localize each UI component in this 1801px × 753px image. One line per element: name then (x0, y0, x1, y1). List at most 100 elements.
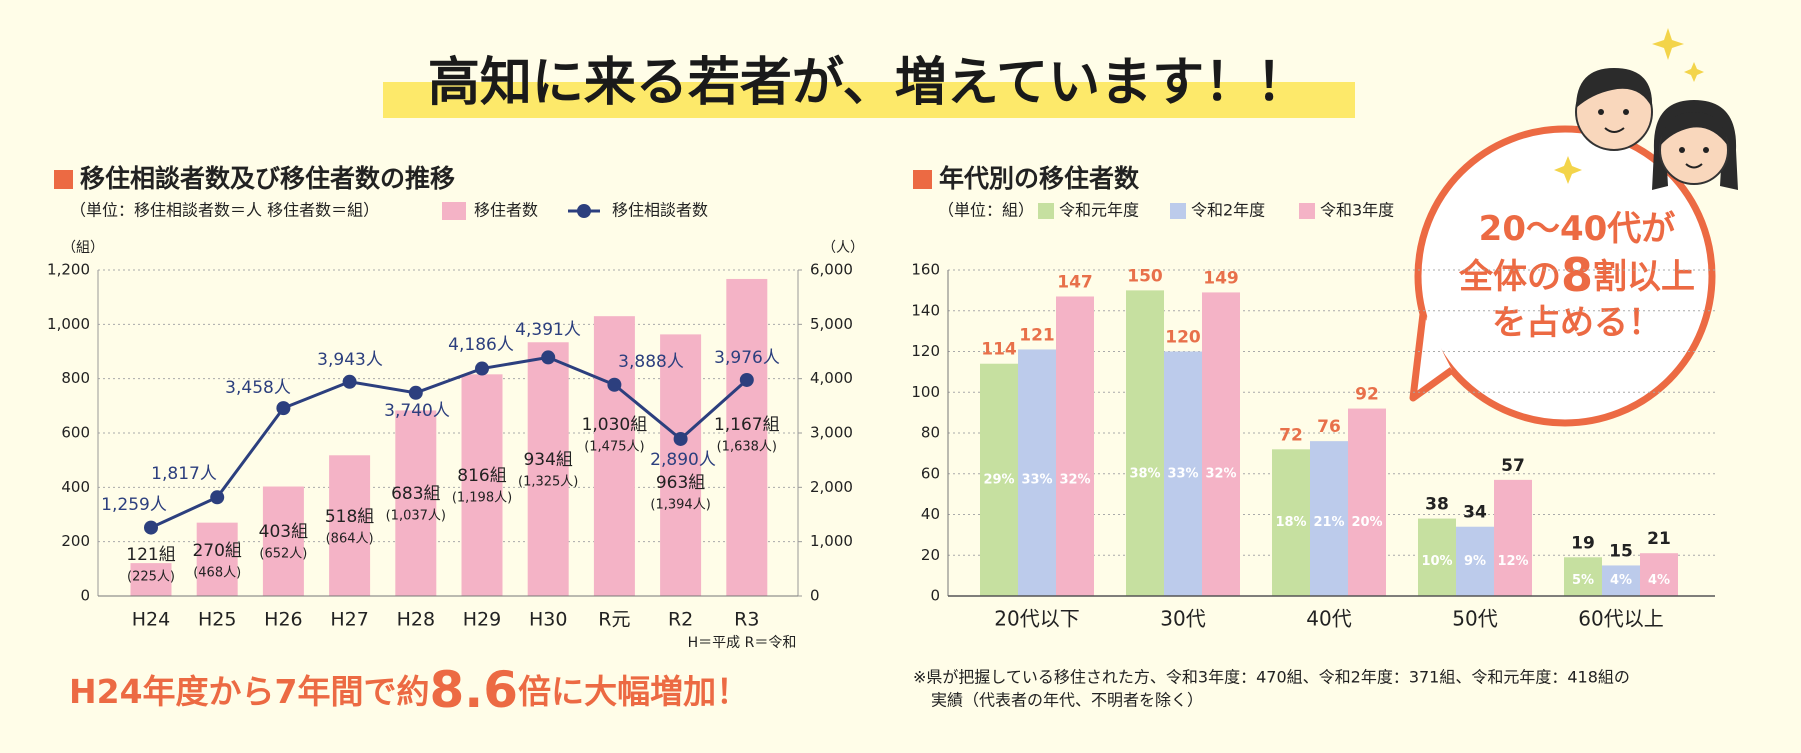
legend-swatch (1299, 203, 1315, 219)
bar-sub-label: (1,394人) (650, 498, 710, 513)
bar (527, 342, 569, 596)
callout-part: を占める！ (1492, 303, 1662, 343)
bar-value-label: 21 (1647, 529, 1671, 549)
line-marker (210, 490, 225, 505)
bar-value-label: 121組 (126, 545, 175, 565)
bar-value-label: 34 (1463, 503, 1487, 523)
chart-title: 移住相談者数及び移住者数の推移 (80, 164, 455, 193)
y-tick-label: 80 (921, 424, 940, 442)
bar-value-label: 934組 (523, 450, 572, 470)
legend-swatch (442, 202, 466, 220)
bar-value-label: 816組 (457, 466, 506, 486)
line-marker (739, 372, 754, 387)
x-tick-label: H27 (330, 609, 368, 631)
legend-label: 令和元年度 (1059, 201, 1139, 220)
x-tick-label: H28 (397, 609, 435, 631)
bar (395, 410, 437, 596)
bar-value-label: 403組 (259, 522, 308, 542)
x-tick-label: 40代 (1306, 607, 1351, 631)
line-value-label: 4,186人 (448, 335, 514, 355)
y-tick-label: 160 (911, 261, 940, 279)
line-value-label: 1,259人 (101, 495, 167, 515)
callout-text: 20〜40代が (1479, 209, 1676, 249)
bar-value-label: 270組 (192, 541, 241, 561)
line-value-label: 1,817人 (151, 464, 217, 484)
bar (1640, 553, 1678, 596)
line-marker (342, 374, 357, 389)
x-tick-label: H26 (264, 609, 302, 631)
section-marker (54, 170, 73, 189)
bar (262, 486, 304, 596)
bar-value-label: 92 (1355, 385, 1379, 405)
bar-value-label: 963組 (656, 473, 705, 493)
title-highlight (383, 82, 1355, 118)
legend-label: 令和3年度 (1320, 201, 1394, 220)
section-marker (913, 170, 932, 189)
callout-part: 8 (1561, 248, 1593, 302)
bar (593, 316, 635, 596)
headline-part: 8.6 (430, 661, 519, 719)
bar (1202, 292, 1240, 596)
share-label: 32% (1059, 472, 1090, 487)
line-marker (475, 361, 489, 376)
bar (660, 334, 702, 596)
bar-value-label: 1,167組 (714, 415, 780, 435)
bar-value-label: 114 (981, 340, 1017, 360)
share-label: 4% (1648, 573, 1670, 588)
y-tick-label: 600 (61, 424, 90, 442)
line-value-label: 3,976人 (714, 348, 780, 368)
x-tick-label: H29 (463, 609, 501, 631)
bar (329, 455, 371, 596)
axis-note: H＝平成 R＝令和 (688, 635, 797, 651)
y-axis-label: （組） (62, 240, 104, 256)
share-label: 32% (1205, 466, 1236, 481)
y-tick-label: 60 (921, 464, 940, 482)
bar (196, 522, 238, 596)
bar-value-label: 121 (1019, 325, 1055, 345)
bar-value-label: 683組 (391, 484, 440, 504)
share-label: 5% (1572, 573, 1594, 588)
chart-subtitle: （単位：組） (938, 201, 1034, 220)
bar-value-label: 150 (1127, 266, 1163, 286)
bar (1418, 518, 1456, 596)
share-label: 18% (1275, 515, 1306, 530)
bar-sub-label: (1,198人) (452, 491, 512, 506)
line-value-label: 3,458人 (225, 378, 291, 398)
bar (1126, 290, 1164, 596)
girl-illustration (1652, 100, 1738, 190)
line-value-label: 3,888人 (618, 352, 684, 372)
line-series (150, 355, 748, 529)
y2-tick-label: 4,000 (810, 369, 853, 387)
bar-value-label: 76 (1317, 417, 1341, 437)
x-tick-label: H24 (132, 609, 170, 631)
legend-marker (577, 204, 591, 218)
bar-sub-label: (1,475人) (584, 440, 644, 455)
bar (1164, 351, 1202, 596)
y-tick-label: 0 (80, 587, 90, 605)
bar (1602, 565, 1640, 596)
x-tick-label: 50代 (1452, 607, 1497, 631)
y2-tick-label: 1,000 (810, 532, 853, 550)
x-tick-label: R2 (668, 609, 693, 631)
x-tick-label: R元 (598, 609, 630, 631)
bar (726, 278, 768, 596)
line-value-label: 3,943人 (317, 350, 383, 370)
bar-value-label: 120 (1165, 328, 1201, 348)
bar (1348, 408, 1386, 596)
share-label: 10% (1421, 554, 1452, 569)
y-tick-label: 120 (911, 342, 940, 360)
page-title: 高知に来る若者が、増えています！！ (428, 53, 1308, 113)
bar-value-label: 72 (1279, 425, 1303, 445)
y-tick-label: 0 (930, 587, 940, 605)
share-label: 33% (1167, 466, 1198, 481)
bar-value-label: 38 (1425, 495, 1449, 515)
line-marker (607, 377, 622, 392)
boy-illustration (1575, 68, 1653, 151)
x-tick-label: 60代以上 (1578, 607, 1663, 631)
bar (1056, 296, 1094, 596)
y-tick-label: 200 (61, 532, 90, 550)
bar (1564, 557, 1602, 596)
share-label: 12% (1497, 554, 1528, 569)
y2-tick-label: 3,000 (810, 424, 853, 442)
legend-swatch (1038, 203, 1054, 219)
